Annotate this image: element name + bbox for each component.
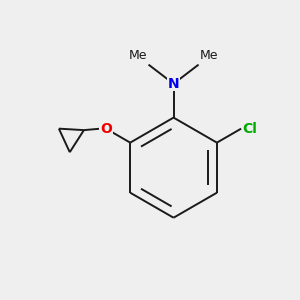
Text: O: O xyxy=(100,122,112,136)
Text: Cl: Cl xyxy=(243,122,257,136)
Text: Me: Me xyxy=(200,49,219,62)
Text: N: N xyxy=(168,77,179,91)
Text: Me: Me xyxy=(129,49,147,62)
